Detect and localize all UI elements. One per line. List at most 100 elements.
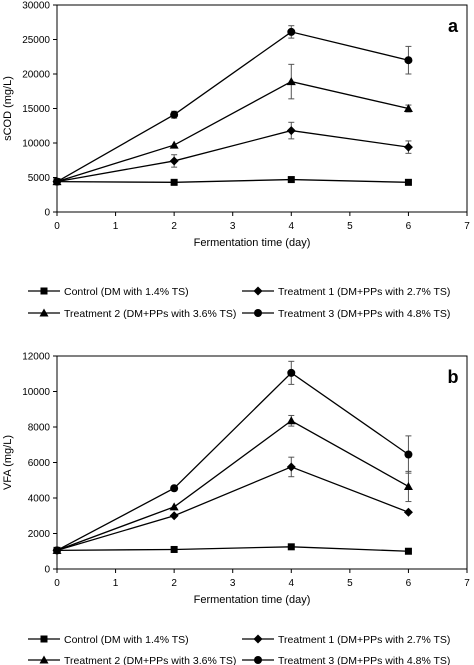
series-square (53, 176, 412, 186)
data-point-circle (53, 546, 61, 555)
legend-marker-square (40, 287, 48, 295)
legend-item: Control (DM with 1.4% TS) (28, 634, 189, 646)
series-line (56, 372, 409, 551)
series-triangle (52, 63, 413, 186)
y-tick-label: 0 (44, 208, 50, 219)
plot-frame (56, 355, 468, 570)
panel-letter: a (448, 16, 459, 36)
legend-marker-square (40, 635, 48, 643)
series-square (53, 543, 412, 555)
y-tick-label: 30000 (22, 1, 50, 12)
legend-item: Treatment 3 (DM+PPs with 4.8% TS) (242, 655, 450, 665)
data-point-square (170, 545, 178, 553)
x-tick-label: 0 (54, 221, 60, 232)
x-tick-label: 4 (289, 221, 295, 232)
data-point-circle (170, 484, 179, 493)
data-point-circle (287, 368, 296, 377)
legend-marker-triangle (39, 308, 49, 317)
y-axis-label: sCOD (mg/L) (2, 76, 14, 141)
y-tick-label: 10000 (22, 139, 50, 150)
x-tick-label: 2 (171, 221, 177, 232)
data-point-square (287, 543, 295, 551)
series-line (56, 80, 409, 183)
data-point-triangle (286, 77, 296, 86)
x-tick-label: 0 (54, 578, 60, 589)
y-tick-label: 0 (44, 565, 50, 576)
legend-marker-circle (254, 656, 262, 664)
x-tick-label: 6 (406, 578, 412, 589)
x-tick-label: 4 (289, 578, 295, 589)
legend-item: Control (DM with 1.4% TS) (28, 286, 189, 298)
series-line (56, 31, 409, 183)
series-line (56, 420, 409, 551)
legend-marker-triangle (39, 655, 49, 664)
x-axis-label: Fermentation time (day) (194, 594, 311, 606)
legend-label: Control (DM with 1.4% TS) (64, 634, 189, 646)
data-point-circle (287, 27, 296, 36)
data-point-square (404, 547, 412, 555)
y-tick-label: 2000 (28, 529, 51, 540)
series-diamond (52, 456, 413, 555)
data-point-diamond (403, 507, 413, 517)
data-point-triangle (169, 502, 179, 511)
data-point-triangle (403, 104, 413, 112)
legend-item: Treatment 1 (DM+PPs with 2.7% TS) (242, 634, 450, 646)
x-tick-label: 2 (171, 578, 177, 589)
x-tick-label: 1 (113, 578, 119, 589)
x-tick-label: 6 (406, 221, 412, 232)
y-tick-label: 15000 (22, 104, 50, 115)
series-line (56, 546, 409, 552)
x-tick-label: 7 (464, 578, 470, 589)
y-tick-label: 8000 (28, 423, 51, 434)
series-line (56, 178, 409, 183)
data-point-diamond (169, 511, 179, 521)
legend-label: Treatment 1 (DM+PPs with 2.7% TS) (278, 634, 450, 646)
legend-label: Treatment 2 (DM+PPs with 3.6% TS) (64, 308, 236, 320)
x-tick-label: 7 (464, 221, 470, 232)
series-circle (53, 25, 413, 186)
legend-item: Treatment 3 (DM+PPs with 4.8% TS) (242, 308, 450, 320)
series-triangle (52, 414, 413, 554)
legend: Control (DM with 1.4% TS) Treatment 1 (DM… (28, 634, 450, 665)
data-point-square (404, 178, 412, 186)
data-point-circle (53, 177, 61, 186)
data-point-diamond (286, 462, 296, 472)
data-point-triangle (403, 481, 413, 490)
data-point-square (287, 176, 295, 184)
data-point-circle (404, 450, 413, 459)
data-point-diamond (286, 126, 296, 136)
legend-label: Treatment 3 (DM+PPs with 4.8% TS) (278, 308, 450, 320)
legend-item: Treatment 2 (DM+PPs with 3.6% TS) (28, 655, 236, 665)
x-tick-label: 5 (347, 578, 353, 589)
legend-label: Treatment 3 (DM+PPs with 4.8% TS) (278, 655, 450, 665)
y-tick-label: 4000 (28, 494, 51, 505)
x-tick-label: 3 (230, 221, 236, 232)
data-point-circle (404, 56, 413, 65)
legend-label: Treatment 2 (DM+PPs with 3.6% TS) (64, 655, 236, 665)
x-tick-label: 5 (347, 221, 353, 232)
y-tick-label: 12000 (22, 352, 50, 363)
x-axis-label: Fermentation time (day) (194, 237, 311, 249)
chart-panel-a: 0 5000 10000 15000 20000 25000 30000 0 1 2 3 4 5 6 7 Fe… (2, 1, 470, 321)
legend-marker-circle (254, 309, 262, 317)
series-line (56, 129, 409, 183)
data-point-diamond (403, 142, 413, 152)
series-circle (53, 360, 413, 555)
y-axis-label: VFA (mg/L) (2, 435, 14, 490)
data-point-triangle (286, 416, 296, 425)
legend-marker-diamond (253, 634, 263, 644)
legend-item: Treatment 1 (DM+PPs with 2.7% TS) (242, 286, 450, 298)
legend: Control (DM with 1.4% TS) Treatment 1 (DM… (28, 286, 450, 320)
y-tick-label: 20000 (22, 70, 50, 81)
series-line (56, 466, 409, 551)
data-point-square (170, 178, 178, 186)
panel-letter: b (448, 367, 459, 387)
series-diamond (52, 121, 413, 187)
legend-label: Control (DM with 1.4% TS) (64, 286, 189, 298)
chart-panel-b: 0 2000 4000 6000 8000 10000 12000 0 1 2 3 4 5 6 7 Ferme… (2, 352, 470, 665)
y-tick-label: 6000 (28, 458, 51, 469)
y-tick-label: 10000 (22, 387, 50, 398)
y-tick-label: 25000 (22, 35, 50, 46)
